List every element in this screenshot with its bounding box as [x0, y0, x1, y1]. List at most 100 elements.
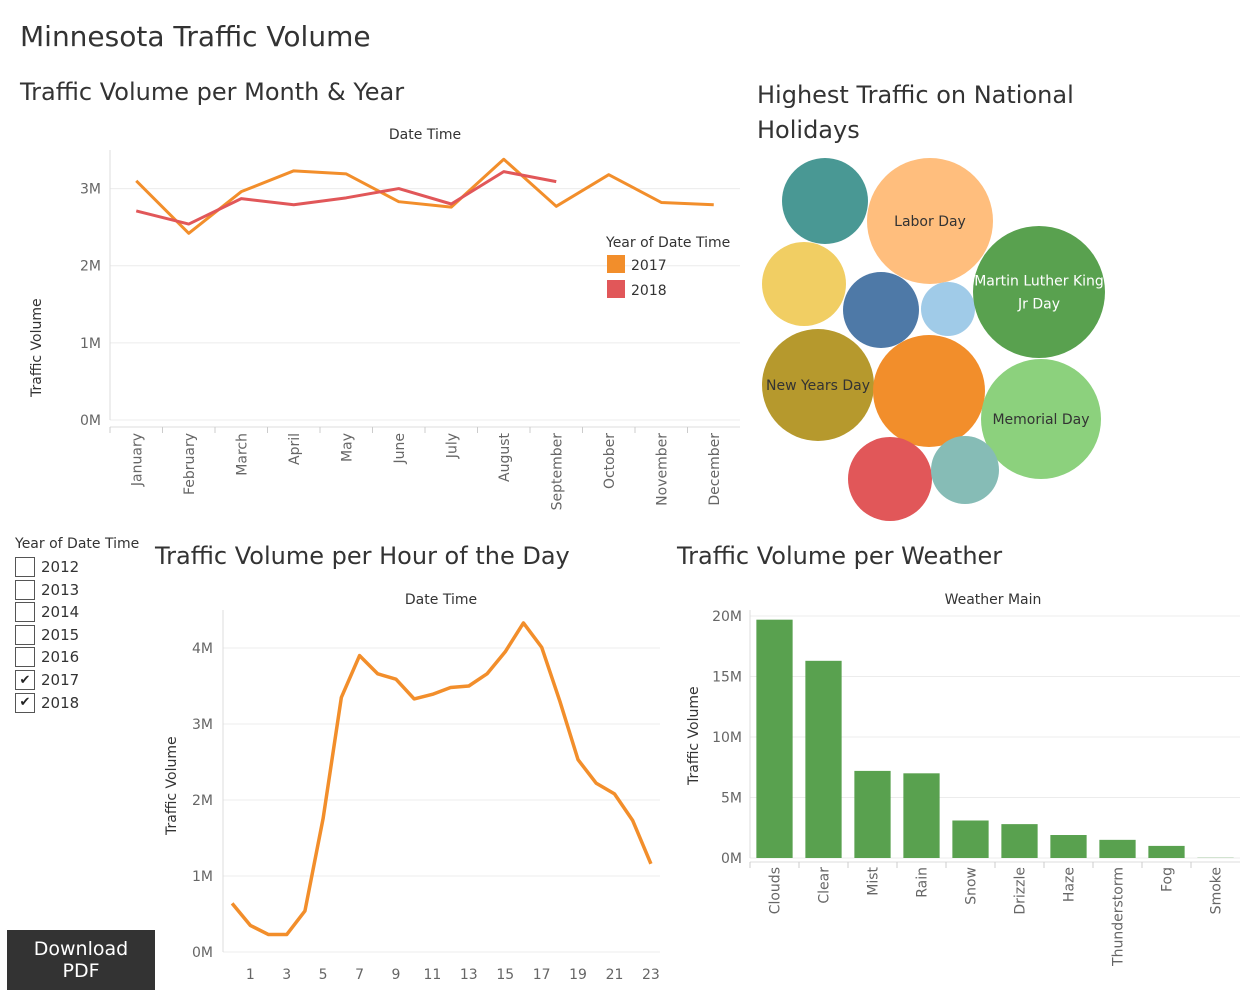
bubble-circle [921, 282, 975, 336]
filter-item-2014[interactable]: 2014 [15, 601, 79, 623]
bubble-new-years-day[interactable]: New Years Day [762, 329, 874, 441]
bar-snow[interactable] [952, 820, 989, 858]
legend-item-2018[interactable]: 2018 [607, 280, 667, 299]
bubble-holiday-8[interactable] [873, 335, 985, 447]
x-tick-label: Fog [1160, 867, 1176, 892]
checkbox[interactable] [15, 602, 35, 623]
x-tick-label: 9 [392, 967, 401, 983]
checkbox[interactable]: ✔ [15, 692, 35, 713]
x-tick-label: Smoke [1209, 867, 1225, 914]
bubble-holiday-5[interactable] [921, 282, 975, 336]
bar-haze[interactable] [1050, 835, 1087, 858]
legend-label-2018: 2018 [631, 283, 667, 299]
month-year-chart: Date Time Traffic Volume 0M 1M 2M 3M Januar… [29, 127, 740, 511]
hourly-volume-line[interactable] [230, 621, 653, 937]
y-tick-label: 3M [192, 717, 213, 733]
bubble-label: Martin Luther King [974, 274, 1104, 290]
x-tick-label: 13 [460, 967, 478, 983]
legend-swatch-2017 [607, 255, 625, 273]
bubble-label: Memorial Day [992, 412, 1089, 428]
x-tick-label: 5 [319, 967, 328, 983]
month-chart-xlabel: Date Time [389, 127, 461, 143]
filter-item-2015[interactable]: 2015 [15, 624, 79, 646]
bubble-circle [843, 272, 919, 348]
checkbox[interactable] [15, 647, 35, 668]
month-chart-ylabel: Traffic Volume [29, 298, 45, 398]
bar-mist[interactable] [854, 770, 891, 858]
weather-chart: Weather Main Traffic Volume 0M 5M 10M 15M 20… [686, 592, 1240, 967]
x-tick-label: October [602, 433, 618, 489]
checkbox[interactable]: ✔ [15, 670, 35, 690]
y-tick-label: 2M [80, 259, 101, 275]
month-year-chart-title: Traffic Volume per Month & Year [20, 78, 405, 106]
bar-clear[interactable] [805, 660, 842, 858]
bubble-memorial-day[interactable]: Memorial Day [981, 359, 1101, 479]
bar-clouds[interactable] [756, 619, 793, 858]
bubble-holiday-10[interactable] [848, 437, 932, 521]
filter-item-label: 2016 [41, 648, 80, 667]
series-line-2018[interactable] [135, 170, 557, 226]
bubble-circle [848, 437, 932, 521]
filter-item-2018[interactable]: ✔ 2018 [15, 692, 79, 714]
filter-item-2012[interactable]: 2012 [15, 556, 79, 578]
bar-fog[interactable] [1148, 845, 1185, 858]
x-tick-label: 17 [533, 967, 551, 983]
bubble-holiday-3[interactable] [762, 242, 846, 326]
x-tick-label: July [444, 433, 460, 459]
x-tick-label: Drizzle [1013, 867, 1029, 915]
x-tick-label: Thunderstorm [1111, 867, 1127, 967]
x-tick-label: Snow [964, 867, 980, 905]
bubble-circle [762, 329, 874, 441]
checkbox[interactable] [15, 624, 35, 645]
bubble-labor-day[interactable]: Labor Day [867, 158, 993, 284]
bubble-holiday-4[interactable] [843, 272, 919, 348]
legend-item-2017[interactable]: 2017 [607, 255, 667, 274]
bubble-martin-luther-king-jr-day[interactable]: Martin Luther King Jr Day [973, 226, 1105, 358]
dashboard-title: Minnesota Traffic Volume [20, 20, 371, 53]
legend-swatch-2018 [607, 280, 625, 298]
bubble-circle [873, 335, 985, 447]
bubble-label: Jr Day [1017, 297, 1060, 313]
y-tick-label: 4M [192, 641, 213, 657]
x-tick-label: Mist [866, 867, 882, 896]
bubble-label: Labor Day [894, 214, 966, 230]
x-tick-label: 21 [606, 967, 624, 983]
x-tick-label: June [392, 433, 408, 465]
filter-item-2013[interactable]: 2013 [15, 579, 79, 601]
x-tick-label: January [129, 433, 145, 487]
bubble-circle [973, 226, 1105, 358]
y-tick-label: 20M [712, 609, 742, 625]
legend-label-2017: 2017 [631, 258, 667, 274]
hour-chart-ylabel: Traffic Volume [164, 736, 180, 836]
bubble-holiday-1[interactable] [782, 158, 868, 244]
download-pdf-button[interactable]: Download PDF [7, 930, 155, 990]
checkbox[interactable] [15, 557, 35, 577]
bubble-circle [981, 359, 1101, 479]
filter-item-2016[interactable]: 2016 [15, 646, 79, 668]
x-tick-label: September [549, 433, 565, 511]
filter-item-label: 2012 [41, 558, 80, 576]
x-tick-label: 19 [569, 967, 587, 983]
bubble-holiday-11[interactable] [931, 436, 999, 504]
y-tick-label: 0M [192, 945, 213, 961]
x-tick-label: August [497, 432, 513, 482]
year-filter-title: Year of Date Time [15, 536, 140, 552]
bubble-circle [867, 158, 993, 284]
bar-rain[interactable] [903, 773, 940, 858]
y-tick-label: 15M [712, 670, 742, 686]
month-chart-legend-title: Year of Date Time [605, 235, 730, 251]
series-line-2017[interactable] [135, 157, 714, 235]
x-tick-label: Clouds [768, 867, 784, 914]
filter-item-2017[interactable]: ✔ 2017 [15, 669, 79, 691]
y-tick-label: 2M [192, 793, 213, 809]
x-tick-label: February [182, 433, 198, 495]
bar-thunderstorm[interactable] [1099, 839, 1136, 858]
weather-chart-xlabel: Weather Main [945, 592, 1042, 608]
weather-chart-ylabel: Traffic Volume [686, 686, 702, 786]
y-tick-label: 1M [80, 336, 101, 352]
checkbox[interactable] [15, 579, 35, 600]
y-tick-label: 0M [721, 851, 742, 867]
bar-drizzle[interactable] [1001, 824, 1038, 858]
bubble-label: New Years Day [766, 378, 870, 394]
y-tick-label: 10M [712, 730, 742, 746]
